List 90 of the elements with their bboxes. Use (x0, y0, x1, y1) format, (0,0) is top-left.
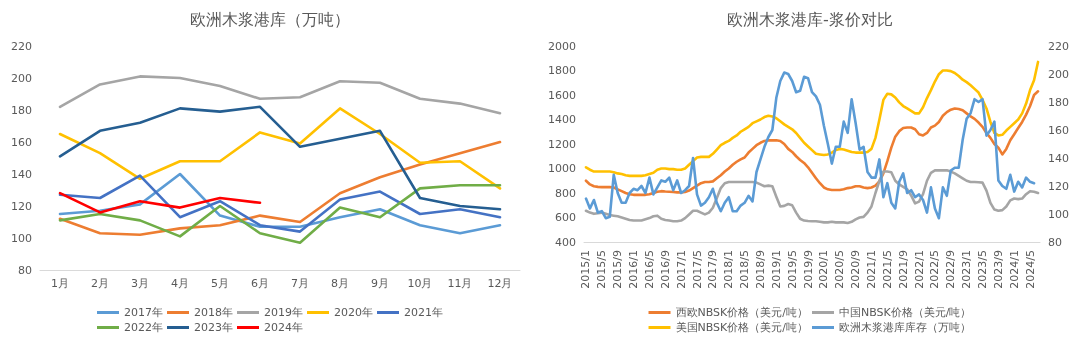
line-series (58, 183, 502, 245)
x-tick-label: 2023/9 (991, 250, 1005, 289)
x-tick-label: 2021/5 (880, 250, 894, 289)
y2-tick-label: 200 (1048, 67, 1069, 81)
line-series (58, 191, 262, 214)
y-tick-label: 120 (11, 199, 32, 213)
x-tick-label: 2020/5 (833, 250, 847, 289)
line-series (58, 75, 502, 115)
x-tick-label: 2015/1 (579, 250, 593, 289)
x-tick-label: 2015/5 (595, 250, 609, 289)
legend-label: 2019年 (264, 306, 303, 319)
x-tick-label: 2023/5 (976, 250, 989, 289)
x-tick-label: 2018/1 (722, 250, 736, 289)
x-tick-label: 2022/5 (928, 250, 942, 289)
x-tick-label: 5月 (211, 277, 229, 290)
x-tick-label: 2017/9 (706, 250, 720, 289)
y2-tick-label: 160 (1048, 123, 1069, 137)
y-tick-label: 600 (555, 211, 576, 224)
line-series (584, 169, 1040, 225)
x-tick-label: 2022/1 (912, 250, 926, 289)
y-tick-label: 1800 (548, 64, 576, 77)
x-tick-label: 2024/5 (1023, 250, 1037, 289)
x-tick-label: 2019/1 (769, 250, 783, 289)
chart-title: 欧洲木浆港库-浆价对比 (727, 9, 893, 29)
y-tick-label: 160 (11, 135, 32, 149)
y-tick-label: 2000 (548, 39, 576, 53)
y-tick-label: 200 (11, 71, 32, 85)
y2-tick-label: 100 (1048, 207, 1069, 221)
line-series (58, 140, 502, 237)
legend-label: 2024年 (264, 321, 303, 334)
y-tick-label: 100 (11, 231, 32, 245)
y-tick-label: 220 (11, 39, 32, 53)
y-tick-label: 1000 (548, 162, 576, 175)
x-tick-label: 2022/9 (944, 250, 958, 289)
y-tick-label: 1600 (548, 88, 576, 102)
y-tick-label: 800 (555, 186, 576, 200)
x-tick-label: 7月 (291, 277, 309, 290)
y2-tick-label: 180 (1048, 95, 1069, 109)
x-tick-label: 1月 (51, 277, 69, 290)
x-tick-label: 10月 (407, 277, 433, 290)
y2-tick-label: 120 (1048, 179, 1069, 193)
y2-tick-label: 80 (1048, 235, 1062, 249)
line-series (58, 105, 502, 211)
x-tick-label: 8月 (331, 277, 349, 290)
x-tick-label: 2017/5 (690, 250, 704, 289)
y-tick-label: 180 (11, 103, 32, 117)
x-tick-label: 2020/9 (849, 250, 863, 289)
x-tick-label: 2016/1 (627, 250, 641, 289)
legend-label: 2022年 (124, 321, 164, 334)
x-tick-label: 2020/1 (817, 250, 831, 289)
line-series (584, 60, 1040, 178)
x-tick-label: 2021/1 (864, 250, 878, 289)
x-tick-label: 2016/5 (642, 250, 656, 289)
legend-label: 中国NBSK价格（美元/吨） (839, 306, 972, 319)
legend-label: 美国NBSK价格（美元/吨） (675, 321, 808, 334)
legend-label: 欧洲木浆港库库存（万吨） (839, 321, 971, 334)
x-tick-label: 2016/9 (658, 250, 672, 289)
x-tick-label: 2018/9 (753, 250, 767, 289)
x-tick-label: 9月 (371, 277, 389, 290)
y-tick-label: 140 (11, 167, 32, 181)
y2-tick-label: 220 (1048, 39, 1069, 53)
x-tick-label: 2019/9 (801, 250, 815, 289)
x-tick-label: 2024/1 (1007, 250, 1021, 289)
legend-label: 2023年 (194, 321, 234, 334)
y-tick-label: 1200 (548, 137, 576, 151)
legend-label: 西欧NBSK价格（美元/吨） (675, 306, 808, 319)
y-tick-label: 400 (555, 235, 576, 249)
y-tick-label: 80 (18, 263, 32, 277)
legend-label: 2018年 (194, 306, 234, 319)
x-tick-label: 3月 (131, 277, 149, 290)
x-tick-label: 2月 (91, 277, 109, 290)
line-series (584, 71, 1036, 220)
legend-label: 2017年 (124, 306, 164, 319)
x-tick-label: 6月 (251, 277, 269, 290)
legend-label: 2020年 (334, 306, 373, 319)
legend-label: 2021年 (403, 306, 443, 319)
x-tick-label: 2019/5 (785, 250, 799, 289)
x-tick-label: 11月 (447, 277, 473, 290)
x-tick-label: 2021/9 (896, 250, 910, 289)
y-tick-label: 1400 (548, 113, 576, 126)
y2-tick-label: 140 (1048, 151, 1069, 165)
line-series (58, 107, 502, 190)
x-tick-label: 2018/5 (738, 250, 752, 289)
x-tick-label: 12月 (487, 277, 513, 290)
chart-title: 欧洲木浆港库（万吨） (190, 9, 350, 29)
x-tick-label: 2017/1 (674, 250, 688, 289)
x-tick-label: 4月 (171, 277, 189, 290)
x-tick-label: 2023/1 (960, 250, 974, 289)
x-tick-label: 2015/9 (611, 250, 625, 289)
line-series (584, 90, 1040, 197)
